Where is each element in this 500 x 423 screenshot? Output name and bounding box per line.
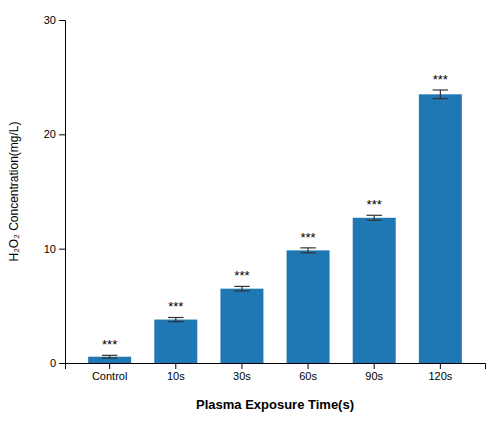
y-tick-mark: [59, 20, 65, 21]
x-axis: Control 10s 30s 60s 90s 120s: [66, 363, 486, 382]
x-axis-title: Plasma Exposure Time(s): [196, 397, 354, 412]
x-tick: 30s: [233, 363, 251, 382]
y-tick: 10: [44, 243, 65, 255]
x-tick-label: 30s: [233, 370, 251, 382]
y-tick-label: 30: [44, 14, 56, 26]
error-bar-stem: [374, 215, 375, 220]
x-tick-label: Control: [92, 370, 127, 382]
marks: [88, 90, 462, 363]
x-tick-mark: [109, 363, 110, 369]
error-bar-cap: [102, 355, 117, 356]
annotation: ***: [168, 299, 183, 314]
x-tick: 120s: [428, 363, 452, 382]
x-tick-mark: [241, 363, 242, 369]
y-tick-mark: [59, 134, 65, 135]
error-bar-cap: [168, 317, 183, 318]
error-bar-cap: [433, 89, 448, 90]
x-tick-mark: [308, 363, 309, 369]
error-bar-stem: [241, 286, 242, 291]
x-tick-label: 60s: [299, 370, 317, 382]
error-bar-cap: [300, 252, 315, 253]
annotation: ***: [367, 197, 382, 212]
y-tick: 30: [44, 14, 65, 26]
x-tick-label: 120s: [428, 370, 452, 382]
bar: [88, 357, 131, 363]
annotation: ***: [234, 268, 249, 283]
error-bar: [234, 286, 249, 291]
error-bar: [433, 90, 448, 99]
error-bar: [102, 355, 117, 358]
error-bar-stem: [175, 317, 176, 321]
y-tick-label: 20: [44, 128, 56, 140]
error-bar: [366, 215, 381, 220]
annotation: ***: [433, 72, 448, 87]
x-tick: 60s: [299, 363, 317, 382]
y-tick: 0: [50, 357, 65, 369]
y-axis-line: [59, 21, 66, 364]
x-tick: 90s: [365, 363, 383, 382]
bar: [419, 94, 462, 363]
x-axis-line: [66, 364, 486, 370]
annotations: *** *** *** *** *** ***: [102, 72, 448, 352]
error-bar-cap: [433, 98, 448, 99]
x-tick: Control: [92, 363, 127, 382]
chart: *** *** *** *** *** *** 0 10 20 30 Control 10s 30s 60…: [0, 0, 500, 423]
bar: [287, 250, 330, 363]
annotation: ***: [102, 337, 117, 352]
y-axis-title: H₂O₂ Concentration(mg/L): [7, 121, 21, 261]
error-bar: [168, 317, 183, 321]
y-tick-mark: [59, 249, 65, 250]
error-bar-cap: [102, 357, 117, 358]
error-bar: [300, 248, 315, 253]
y-axis: 0 10 20 30: [44, 14, 66, 369]
error-bar-cap: [366, 215, 381, 216]
bar: [220, 289, 263, 363]
y-tick: 20: [44, 128, 65, 140]
x-tick-mark: [175, 363, 176, 369]
y-tick-label: 0: [50, 357, 56, 369]
y-tick-label: 10: [44, 243, 56, 255]
plot: *** *** *** *** *** *** 0 10 20 30 Control 10s 30s 60…: [44, 14, 486, 382]
error-bar-stem: [307, 248, 308, 253]
x-tick-label: 90s: [365, 370, 383, 382]
x-tick: 10s: [167, 363, 185, 382]
error-bar-cap: [234, 286, 249, 287]
error-bar-cap: [168, 321, 183, 322]
error-bar-stem: [440, 90, 441, 99]
bar: [353, 218, 396, 363]
x-tick-mark: [440, 363, 441, 369]
error-bar-cap: [234, 290, 249, 291]
bar: [154, 320, 197, 363]
x-tick-mark: [374, 363, 375, 369]
error-bar-cap: [300, 247, 315, 248]
annotation: ***: [300, 230, 315, 245]
y-tick-mark: [59, 363, 65, 364]
error-bar-cap: [366, 220, 381, 221]
x-tick-label: 10s: [167, 370, 185, 382]
